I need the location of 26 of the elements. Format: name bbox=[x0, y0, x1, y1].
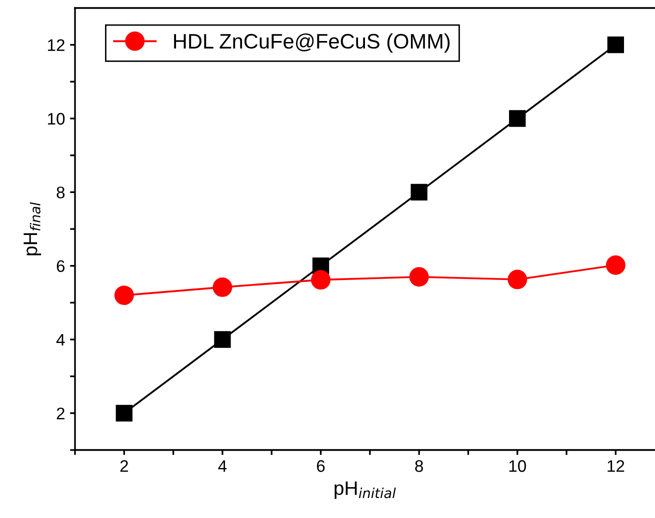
point bbox=[116, 404, 132, 422]
legend-label: HDL ZnCuFe@FeCuS (OMM) bbox=[174, 33, 450, 53]
x-tick-label: 6 bbox=[316, 460, 325, 472]
x-axis-title: pH$_{initial}$ bbox=[334, 481, 396, 499]
y-tick-label: 2 bbox=[56, 408, 64, 420]
x-tick-label: 2 bbox=[120, 460, 128, 472]
point bbox=[606, 255, 626, 275]
y-tick-label: 8 bbox=[56, 186, 65, 198]
y-tick-label: 6 bbox=[56, 260, 65, 272]
y-tick-label: 4 bbox=[56, 334, 65, 346]
y-tick-label: 10 bbox=[48, 112, 65, 125]
point bbox=[607, 36, 624, 54]
point bbox=[114, 286, 134, 306]
y-tick-label: 12 bbox=[48, 39, 64, 51]
point bbox=[509, 110, 526, 127]
point bbox=[508, 270, 528, 290]
point bbox=[410, 184, 428, 200]
x-tick-label: 4 bbox=[218, 460, 227, 472]
point bbox=[212, 277, 232, 297]
x-tick-label: 8 bbox=[415, 460, 423, 472]
x-tick-label: 10 bbox=[509, 460, 526, 472]
point bbox=[214, 331, 231, 348]
point bbox=[409, 267, 429, 287]
y-axis-title: pH$_{final}$ bbox=[24, 202, 42, 256]
point bbox=[311, 270, 330, 290]
x-tick-label: 12 bbox=[608, 460, 624, 472]
